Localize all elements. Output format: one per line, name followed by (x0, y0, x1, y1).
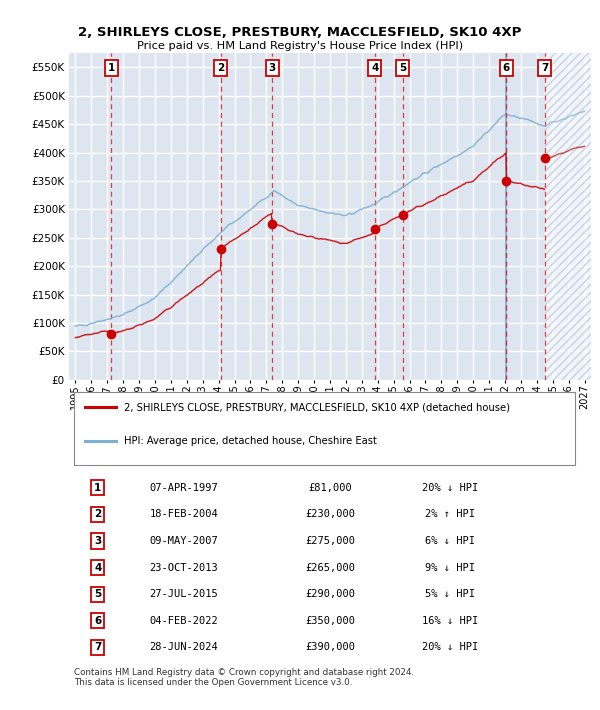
Text: 5% ↓ HPI: 5% ↓ HPI (425, 589, 475, 599)
Text: 2: 2 (94, 509, 101, 519)
Text: 9% ↓ HPI: 9% ↓ HPI (425, 562, 475, 572)
Text: £265,000: £265,000 (305, 562, 355, 572)
Text: 20% ↓ HPI: 20% ↓ HPI (422, 643, 478, 652)
Text: 18-FEB-2004: 18-FEB-2004 (149, 509, 218, 519)
Text: Contains HM Land Registry data © Crown copyright and database right 2024.: Contains HM Land Registry data © Crown c… (74, 668, 415, 677)
Text: 09-MAY-2007: 09-MAY-2007 (149, 536, 218, 546)
Text: 07-APR-1997: 07-APR-1997 (149, 483, 218, 493)
Text: 04-FEB-2022: 04-FEB-2022 (149, 616, 218, 626)
Text: 2: 2 (217, 63, 224, 73)
Text: £290,000: £290,000 (305, 589, 355, 599)
Text: 3: 3 (268, 63, 275, 73)
Text: £230,000: £230,000 (305, 509, 355, 519)
Text: 4: 4 (371, 63, 379, 73)
Text: 7: 7 (541, 63, 548, 73)
Text: 1: 1 (94, 483, 101, 493)
Text: 16% ↓ HPI: 16% ↓ HPI (422, 616, 478, 626)
Text: 27-JUL-2015: 27-JUL-2015 (149, 589, 218, 599)
Text: 5: 5 (94, 589, 101, 599)
Text: 4: 4 (94, 562, 101, 572)
FancyBboxPatch shape (74, 392, 575, 465)
Bar (545, 53, 591, 380)
Text: 6: 6 (503, 63, 510, 73)
Bar (545, 53, 591, 380)
Text: £350,000: £350,000 (305, 616, 355, 626)
Text: 28-JUN-2024: 28-JUN-2024 (149, 643, 218, 652)
Text: HPI: Average price, detached house, Cheshire East: HPI: Average price, detached house, Ches… (124, 436, 377, 446)
Text: 2, SHIRLEYS CLOSE, PRESTBURY, MACCLESFIELD, SK10 4XP (detached house): 2, SHIRLEYS CLOSE, PRESTBURY, MACCLESFIE… (124, 403, 510, 413)
Text: 1: 1 (108, 63, 115, 73)
Text: £390,000: £390,000 (305, 643, 355, 652)
Text: This data is licensed under the Open Government Licence v3.0.: This data is licensed under the Open Gov… (74, 678, 353, 687)
Text: 23-OCT-2013: 23-OCT-2013 (149, 562, 218, 572)
Text: 3: 3 (94, 536, 101, 546)
Text: Price paid vs. HM Land Registry's House Price Index (HPI): Price paid vs. HM Land Registry's House … (137, 41, 463, 51)
Text: £81,000: £81,000 (308, 483, 352, 493)
Text: 6: 6 (94, 616, 101, 626)
Text: 20% ↓ HPI: 20% ↓ HPI (422, 483, 478, 493)
Text: 6% ↓ HPI: 6% ↓ HPI (425, 536, 475, 546)
Text: 5: 5 (399, 63, 406, 73)
Text: 2, SHIRLEYS CLOSE, PRESTBURY, MACCLESFIELD, SK10 4XP: 2, SHIRLEYS CLOSE, PRESTBURY, MACCLESFIE… (79, 26, 521, 39)
Text: £275,000: £275,000 (305, 536, 355, 546)
Text: 2% ↑ HPI: 2% ↑ HPI (425, 509, 475, 519)
Text: 7: 7 (94, 643, 101, 652)
